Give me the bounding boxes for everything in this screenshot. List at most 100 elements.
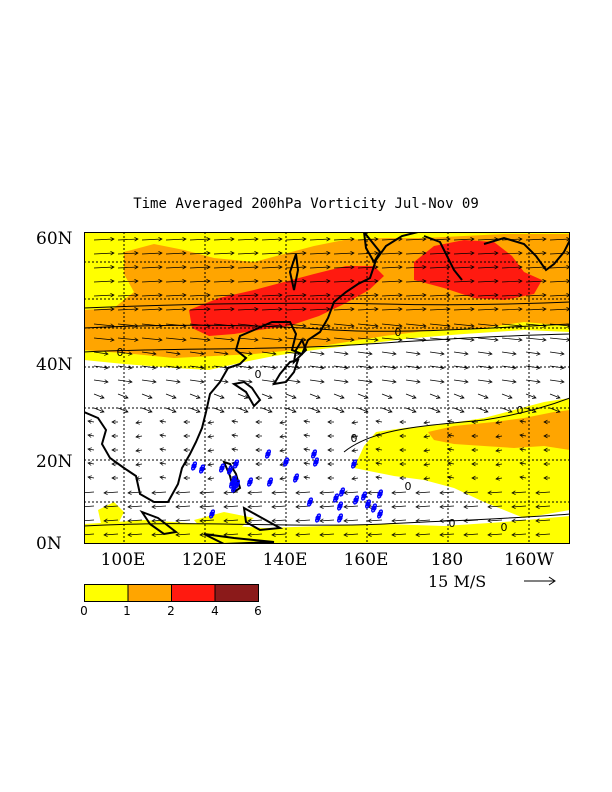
- wind-vector: [103, 490, 119, 495]
- storm-icon: [339, 487, 345, 497]
- wind-vector: [285, 323, 307, 328]
- wind-vector: [429, 337, 451, 342]
- wind-vector: [477, 407, 489, 413]
- wind-vector: [199, 532, 215, 537]
- wind-vector: [375, 419, 383, 424]
- wind-vector: [535, 504, 551, 509]
- wind-vector: [447, 475, 455, 480]
- storm-icon: [231, 483, 237, 493]
- storm-icon: [361, 491, 367, 501]
- wind-vector: [213, 365, 229, 370]
- wind-vector: [327, 475, 334, 481]
- wind-vector: [429, 306, 451, 312]
- wind-vector: [549, 306, 570, 312]
- wind-vector: [87, 461, 95, 466]
- wind-vector: [447, 461, 455, 466]
- wind-vector: [111, 461, 118, 467]
- wind-vector: [165, 278, 187, 284]
- wind-vector: [141, 337, 163, 342]
- storm-icon: [307, 497, 313, 507]
- contour-label-zero: 0: [501, 521, 508, 534]
- wind-vector: [415, 532, 431, 537]
- wind-vector: [261, 306, 283, 312]
- wind-vector: [309, 250, 331, 256]
- contour-label-zero: 0: [117, 346, 124, 359]
- wind-vector: [381, 292, 403, 298]
- wind-vector: [381, 323, 403, 328]
- wind-vector: [255, 447, 262, 453]
- wind-vector: [535, 532, 551, 537]
- wind-vector: [511, 504, 527, 509]
- wind-vector: [117, 236, 139, 242]
- wind-vectors: [84, 236, 570, 537]
- contour-label-layer: 0 0 0 0 0 0 0 0: [117, 326, 524, 534]
- wind-vector: [405, 393, 417, 399]
- wind-vector: [271, 490, 287, 495]
- wind-vector: [519, 461, 527, 466]
- storm-symbols: [191, 449, 383, 523]
- wind-vector: [477, 250, 499, 256]
- wind-vector: [117, 264, 139, 270]
- wind-vector: [237, 365, 253, 370]
- wind-vector: [477, 264, 499, 270]
- wind-vector: [207, 434, 215, 439]
- wind-vector: [405, 337, 427, 342]
- wind-vector: [189, 351, 205, 356]
- wind-vector: [93, 292, 115, 298]
- wind-vector: [495, 476, 503, 481]
- wind-vector: [285, 393, 297, 399]
- wind-vector: [477, 351, 493, 356]
- wind-vector: [405, 323, 427, 328]
- wind-vector: [549, 323, 570, 328]
- wind-vector: [213, 323, 235, 328]
- wind-vector: [463, 532, 479, 537]
- storm-icon: [353, 495, 359, 505]
- wind-vector: [501, 250, 523, 256]
- wind-vector: [285, 278, 307, 284]
- wind-vector: [84, 505, 95, 508]
- wind-vector: [453, 379, 469, 384]
- wind-vector: [207, 462, 215, 467]
- wind-vector: [285, 351, 301, 356]
- wind-vector: [429, 323, 451, 328]
- wind-vector: [549, 351, 565, 356]
- wind-vector: [319, 504, 335, 509]
- lat-label-40n: 40N: [36, 355, 73, 375]
- wind-vector: [231, 447, 239, 452]
- wind-vector: [375, 461, 383, 466]
- wind-vector: [351, 476, 359, 481]
- wind-vector: [247, 504, 263, 509]
- storm-icon: [337, 501, 343, 511]
- wind-vector: [327, 419, 334, 425]
- wind-vector: [213, 393, 225, 399]
- wind-vector: [487, 490, 503, 495]
- wind-vector: [165, 393, 177, 399]
- wind-vector: [501, 351, 517, 356]
- wind-vector: [333, 278, 355, 284]
- shading-layer: [84, 232, 570, 544]
- wind-vector: [117, 306, 139, 312]
- wind-vector: [237, 250, 259, 256]
- wind-vector: [117, 351, 133, 356]
- wind-vector: [141, 379, 157, 384]
- wind-vector: [357, 379, 373, 384]
- wind-vector: [501, 278, 523, 284]
- lon-label-160w: 160W: [504, 550, 554, 570]
- wind-vector: [261, 407, 273, 413]
- colorbar-box-0: [84, 584, 129, 602]
- wind-vector: [549, 337, 570, 342]
- wind-vector: [525, 236, 547, 242]
- wind-vector: [319, 490, 335, 495]
- wind-vector: [399, 447, 406, 453]
- wind-vector: [285, 306, 307, 312]
- wind-vector: [525, 323, 547, 328]
- wind-vector: [525, 278, 547, 284]
- wind-vector: [141, 351, 157, 356]
- wind-vector: [189, 264, 211, 270]
- lon-label-140e: 140E: [262, 550, 308, 570]
- wind-vector: [303, 419, 311, 424]
- storm-icon: [333, 493, 339, 503]
- wind-vector: [255, 461, 262, 467]
- wind-vector: [189, 278, 211, 284]
- wind-vector: [453, 337, 475, 342]
